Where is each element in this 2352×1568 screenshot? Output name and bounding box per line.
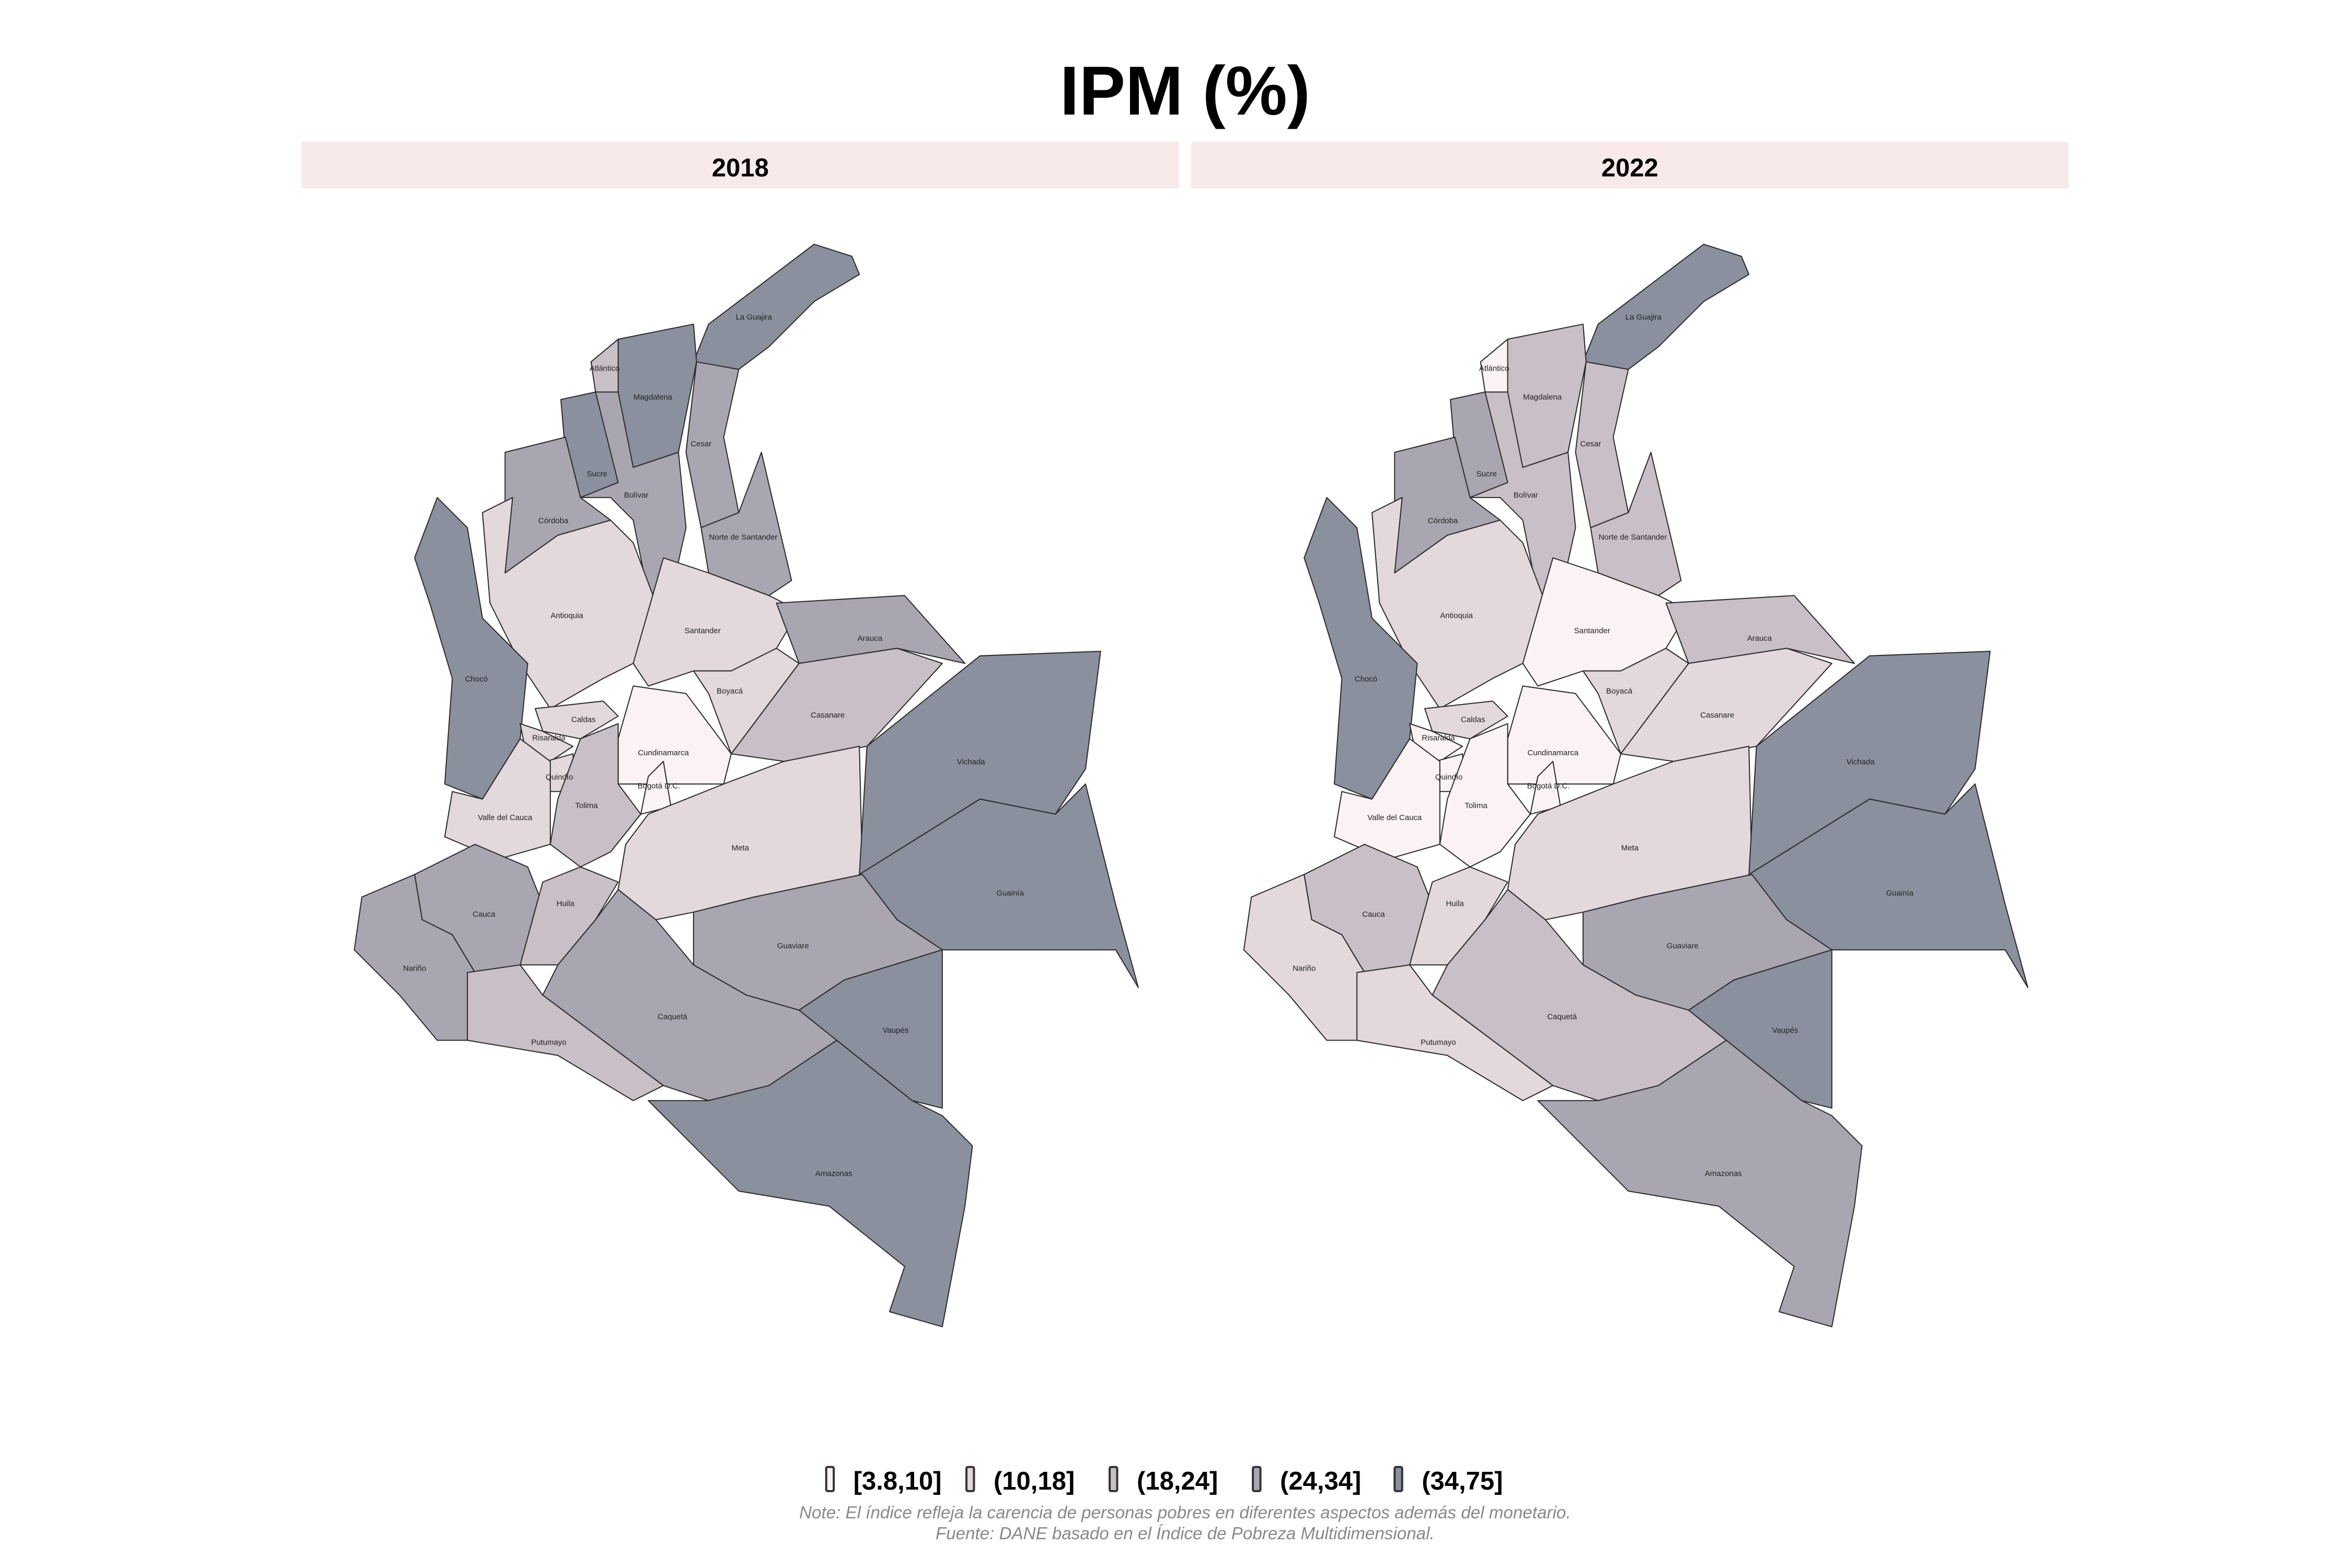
department-label: Nariño: [1293, 964, 1316, 973]
department-label: Chocó: [465, 675, 488, 684]
department-label: Putumayo: [1421, 1038, 1456, 1047]
department-label: Boyacá: [717, 687, 743, 696]
department-label: Quindío: [1435, 773, 1463, 781]
department-label: Boyacá: [1606, 687, 1633, 696]
legend-label: (10,18]: [994, 1467, 1075, 1495]
department-label: Tolima: [1465, 801, 1488, 810]
department-label: Vaupés: [1772, 1026, 1798, 1035]
legend-label: (18,24]: [1137, 1467, 1218, 1495]
department-label: La Guajira: [736, 313, 773, 322]
map-2018: La Guajira Magdalena Atlántico Cesar Sucre Bo…: [353, 244, 1139, 1328]
department-label: Amazonas: [1705, 1169, 1742, 1178]
department-label: Cauca: [472, 910, 495, 919]
department-label: Norte de Santander: [1599, 533, 1667, 542]
department-label: Guaviare: [777, 941, 809, 950]
map-2022: La Guajira Magdalena Atlántico Cesar Sucre Bo…: [1243, 244, 2028, 1328]
department-label: Casanare: [1700, 711, 1734, 720]
source-text: Fuente: DANE basado en el Índice de Pobr…: [936, 1524, 1435, 1543]
department-label: Meta: [1621, 844, 1639, 852]
department-label: Nariño: [403, 964, 426, 973]
department-label: Cundinamarca: [1527, 748, 1578, 757]
department-label: Risaralda: [532, 733, 566, 742]
department-label: Caquetá: [1547, 1012, 1577, 1021]
legend-label: [3.8,10]: [854, 1467, 942, 1495]
department-label: Arauca: [1747, 634, 1772, 643]
department-label: Huila: [1446, 900, 1465, 908]
legend-swatch: [965, 1466, 975, 1492]
legend-swatch: [1109, 1466, 1119, 1492]
department-tolima: [549, 723, 641, 868]
department-label: Vaupés: [883, 1026, 909, 1035]
legend-swatch: [825, 1466, 835, 1492]
department-label: Córdoba: [1428, 516, 1458, 525]
panel-strip-2022: [1191, 142, 2069, 189]
department-label: Casanare: [811, 711, 845, 720]
department-label: Guainía: [996, 889, 1024, 897]
department-label: Valle del Cauca: [478, 813, 533, 822]
department-la-guajira: [693, 244, 860, 370]
panel-title-2022: 2022: [1601, 154, 1658, 182]
department-tolima: [1439, 723, 1531, 868]
department-valle-del-cauca: [1333, 738, 1440, 860]
department-label: Vichada: [957, 758, 986, 767]
department-caldas: [535, 700, 619, 740]
department-label: La Guajira: [1625, 313, 1662, 322]
department-label: Tolima: [575, 801, 598, 810]
department-label: Cesar: [690, 440, 711, 448]
department-label: Sucre: [587, 470, 607, 479]
legend-label: (24,34]: [1280, 1467, 1361, 1495]
department-label: Cauca: [1362, 910, 1385, 919]
department-label: Amazonas: [815, 1169, 852, 1178]
department-label: Vichada: [1847, 758, 1875, 767]
legend-swatch: [1393, 1466, 1403, 1492]
note-text: Note: El índice refleja la carencia de p…: [799, 1503, 1571, 1523]
department-label: Sucre: [1477, 470, 1497, 479]
department-label: Bolívar: [624, 491, 649, 500]
department-label: Bogotá D.C.: [1527, 782, 1570, 791]
department-label: Antioquia: [1440, 612, 1473, 620]
department-label: Magdalena: [1523, 393, 1562, 401]
panel-strip-2018: [301, 142, 1179, 189]
department-amazonas: [648, 1040, 973, 1328]
department-label: Risaralda: [1422, 733, 1455, 742]
department-valle-del-cauca: [444, 738, 551, 860]
department-label: Quindío: [546, 773, 573, 781]
department-label: Caquetá: [658, 1012, 687, 1021]
department-label: Antioquia: [550, 612, 583, 620]
department-arauca: [776, 595, 966, 664]
legend-label: (34,75]: [1422, 1467, 1503, 1495]
legend: [3.8,10] (10,18] (18,24] (24,34] (34,75]: [825, 1466, 1503, 1495]
department-label: Arauca: [858, 634, 883, 643]
department-label: Cesar: [1580, 440, 1601, 448]
department-label: Magdalena: [633, 393, 673, 401]
department-label: Guainía: [1886, 889, 1913, 897]
department-label: Bolívar: [1514, 491, 1538, 500]
department-la-guajira: [1582, 244, 1750, 370]
department-label: Guaviare: [1667, 941, 1699, 950]
department-label: Huila: [557, 900, 575, 908]
department-amazonas: [1537, 1040, 1863, 1328]
department-caldas: [1424, 700, 1508, 740]
department-label: Caldas: [1461, 716, 1485, 724]
department-label: Santander: [1574, 627, 1610, 636]
department-label: Norte de Santander: [709, 533, 778, 542]
department-label: Putumayo: [531, 1038, 567, 1047]
department-label: Valle del Cauca: [1367, 813, 1422, 822]
chart-title: IPM (%): [1060, 52, 1310, 130]
panel-title-2018: 2018: [712, 154, 769, 182]
legend-swatch: [1252, 1466, 1262, 1492]
department-label: Atlántico: [590, 364, 620, 373]
department-label: Cundinamarca: [638, 748, 689, 757]
department-label: Meta: [732, 844, 750, 852]
department-label: Córdoba: [538, 516, 569, 525]
department-label: Bogotá D.C.: [638, 782, 681, 791]
department-label: Santander: [685, 627, 721, 636]
department-arauca: [1665, 595, 1855, 664]
department-label: Chocó: [1355, 675, 1377, 684]
department-label: Caldas: [571, 716, 596, 724]
department-label: Atlántico: [1479, 364, 1509, 373]
